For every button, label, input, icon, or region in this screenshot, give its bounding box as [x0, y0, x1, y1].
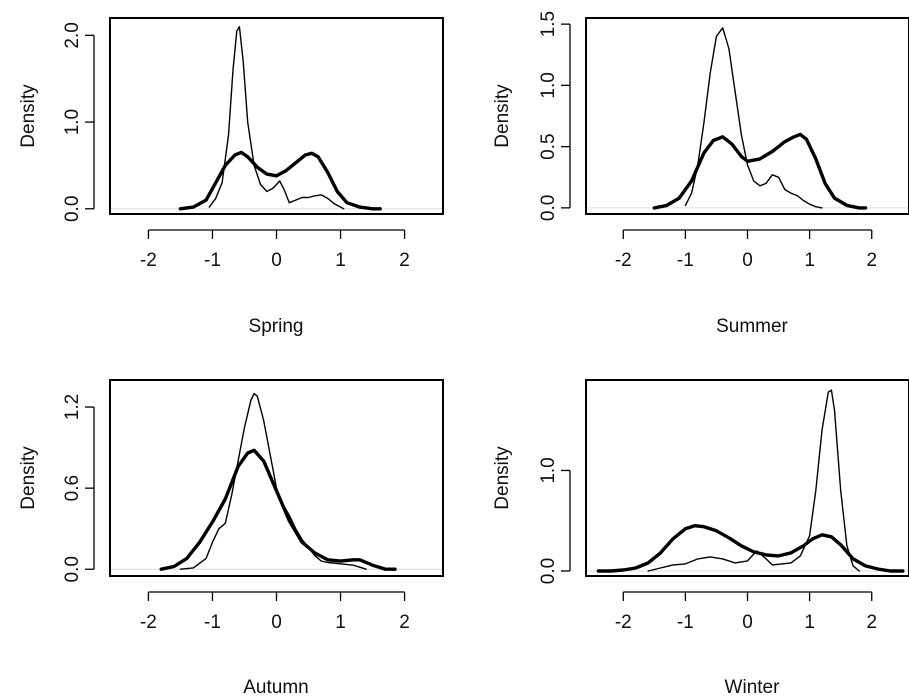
y-tick-label: 0.0 [62, 196, 83, 222]
y-tick-label: 1.0 [62, 109, 83, 135]
y-axis-title: Density [492, 446, 513, 510]
plot-frame [109, 17, 444, 215]
density-curve-thick [178, 150, 382, 211]
x-tick-label: 2 [399, 612, 410, 633]
density-curve-thin [208, 26, 345, 210]
panel-winter: -2 -1 0 1 2 0.0 1.0 Winter Density [492, 379, 909, 698]
x-tick-label: -2 [615, 250, 632, 271]
y-tick-label: 1.5 [538, 11, 559, 37]
density-curve-thick [652, 132, 868, 210]
x-tick-label: 1 [804, 612, 815, 633]
plot-frame [585, 17, 909, 215]
x-tick-label: 1 [335, 612, 346, 633]
panel-summer: -2 -1 0 1 2 0.0 0.5 1.0 1.5 Summer Density [492, 11, 909, 337]
density-curve-thin [647, 389, 860, 572]
x-tick-label: -1 [677, 612, 694, 633]
y-tick-label: 1.2 [62, 394, 83, 420]
plot-frame [109, 379, 444, 577]
y-axis-title: Density [492, 84, 513, 148]
x-tick-label: 0 [271, 612, 282, 633]
y-axis-title: Density [18, 84, 39, 148]
x-axis-title: Summer [716, 316, 788, 337]
y-tick-label: 0.0 [538, 558, 559, 584]
panel-autumn: -2 -1 0 1 2 0.0 0.6 1.2 Autumn Density [18, 379, 444, 698]
x-tick-label: 0 [742, 612, 753, 633]
y-tick-label: 0.5 [538, 133, 559, 159]
y-tick-label: 0.0 [538, 195, 559, 221]
x-tick-label: 0 [271, 250, 282, 271]
y-tick-label: 1.0 [538, 457, 559, 483]
x-tick-label: 2 [866, 250, 877, 271]
y-tick-label: 0.0 [62, 556, 83, 582]
x-tick-label: 1 [804, 250, 815, 271]
x-tick-label: -2 [140, 250, 157, 271]
y-tick-label: 0.6 [62, 475, 83, 501]
plot-frame [585, 379, 909, 577]
x-tick-label: -2 [140, 612, 157, 633]
x-tick-label: -1 [204, 250, 221, 271]
x-tick-label: 0 [742, 250, 753, 271]
density-curve-thin [179, 392, 367, 570]
density-curve-thick [159, 448, 397, 571]
x-axis-title: Autumn [243, 677, 308, 698]
x-tick-label: 2 [866, 612, 877, 633]
density-curve-thick [596, 524, 905, 573]
x-tick-label: -2 [615, 612, 632, 633]
x-tick-label: -1 [677, 250, 694, 271]
density-curve-thin [684, 27, 823, 209]
x-tick-label: 1 [335, 250, 346, 271]
x-tick-label: -1 [204, 612, 221, 633]
x-tick-label: 2 [399, 250, 410, 271]
panel-spring: -2 -1 0 1 2 0.0 1.0 2.0 Spring Density [18, 17, 444, 337]
y-axis-title: Density [18, 446, 39, 510]
y-tick-label: 1.0 [538, 72, 559, 98]
x-axis-title: Winter [725, 677, 781, 698]
x-axis-title: Spring [249, 316, 304, 337]
y-tick-label: 2.0 [62, 22, 83, 48]
